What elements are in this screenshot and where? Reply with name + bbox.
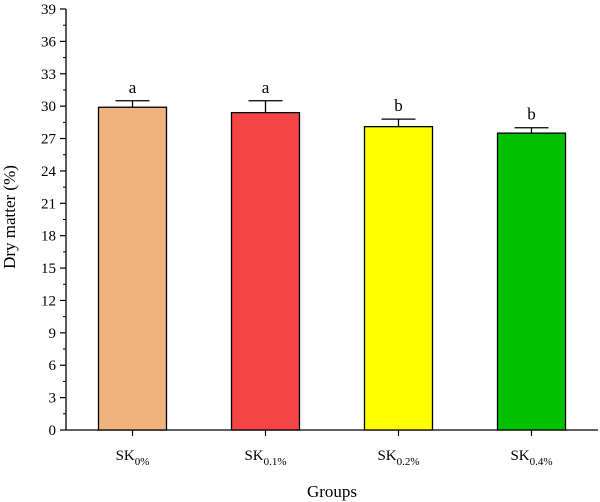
y-tick-label: 15 bbox=[41, 261, 56, 277]
y-tick-label: 36 bbox=[41, 34, 57, 50]
bar-0-1pct bbox=[230, 111, 301, 431]
significance-label: b bbox=[394, 96, 403, 115]
x-axis-title: Groups bbox=[307, 482, 357, 501]
bars: a a b b bbox=[97, 78, 567, 431]
y-tick-label: 39 bbox=[41, 2, 56, 18]
y-tick-label: 0 bbox=[49, 423, 57, 439]
y-tick-label: 12 bbox=[41, 293, 56, 309]
y-axis-title: Dry matter (%) bbox=[0, 165, 19, 269]
x-tick-label: SK0% bbox=[116, 448, 150, 468]
y-tick-label: 33 bbox=[41, 67, 56, 83]
significance-label: a bbox=[129, 78, 137, 97]
x-axis: SK0% SK0.1% SK0.2% SK0.4% bbox=[66, 429, 598, 468]
significance-label: b bbox=[527, 105, 536, 124]
bar-0-2pct bbox=[363, 126, 434, 431]
bar-0pct bbox=[97, 106, 168, 431]
y-tick-label: 21 bbox=[41, 196, 56, 212]
x-tick-label: SK0.2% bbox=[377, 448, 419, 468]
significance-label: a bbox=[262, 78, 270, 97]
x-tick-label: SK0.1% bbox=[244, 448, 286, 468]
x-tick-label: SK0.4% bbox=[510, 448, 552, 468]
bar-0-4pct bbox=[496, 132, 567, 431]
y-tick-label: 24 bbox=[41, 164, 57, 180]
y-tick-label: 18 bbox=[41, 229, 56, 245]
y-tick-label: 30 bbox=[41, 99, 56, 115]
y-tick-label: 9 bbox=[49, 326, 57, 342]
y-tick-label: 27 bbox=[41, 132, 57, 148]
y-tick-label: 3 bbox=[49, 391, 57, 407]
y-tick-label: 6 bbox=[49, 358, 57, 374]
